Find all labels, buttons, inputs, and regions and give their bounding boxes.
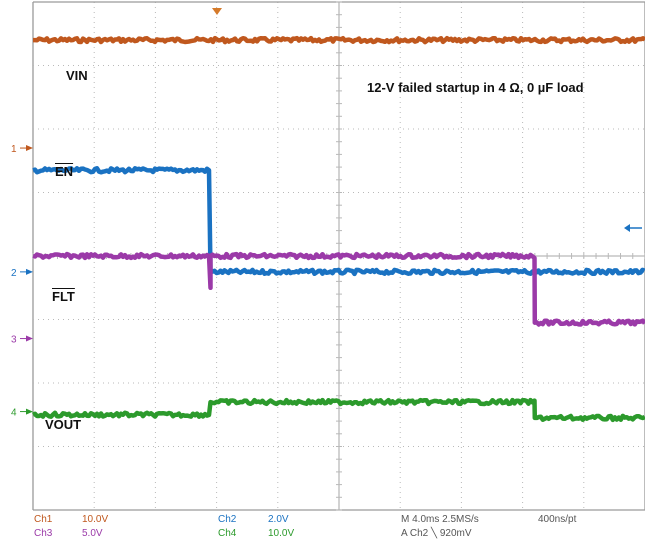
series-label-vin: VIN (66, 68, 88, 83)
trace-vout (31, 397, 645, 423)
trace-flt (32, 251, 645, 327)
trace-en (32, 166, 645, 277)
resolution: 400ns/pt (538, 514, 577, 525)
ground-marker-label: 2 (11, 268, 17, 279)
trigger-position-icon (212, 8, 222, 15)
ch3-name: Ch3 (34, 528, 53, 539)
ch4-name: Ch4 (218, 528, 237, 539)
ground-marker-label: 4 (11, 408, 17, 419)
chart-title: 12-V failed startup in 4 Ω, 0 µF load (367, 80, 584, 95)
ch1-name: Ch1 (34, 514, 53, 525)
ch3-scale: 5.0V (82, 528, 103, 539)
ground-marker-arrow-icon (26, 268, 33, 275)
trigger-setting: A Ch2 ╲ 920mV (401, 528, 472, 539)
timebase: M 4.0ms 2.5MS/s (401, 514, 479, 525)
ground-marker-arrow-icon (26, 335, 33, 342)
trigger-level-arrow-icon (624, 224, 630, 232)
ground-marker-arrow-icon (26, 408, 33, 415)
ch2-scale: 2.0V (268, 514, 289, 525)
ch2-name: Ch2 (218, 514, 237, 525)
series-label-en: EN (55, 164, 74, 179)
ground-marker-arrow-icon (26, 145, 33, 152)
trace-vin (32, 35, 645, 45)
waveform-traces (31, 35, 645, 423)
ground-marker-label: 3 (11, 335, 17, 346)
channel-ground-markers: 1 2 3 4 (11, 144, 33, 419)
series-label-vout: VOUT (45, 417, 82, 432)
ch4-scale: 10.0V (268, 528, 295, 539)
series-label-flt: FLT (52, 289, 75, 304)
ground-marker-label: 1 (11, 144, 17, 155)
ch1-scale: 10.0V (82, 514, 109, 525)
